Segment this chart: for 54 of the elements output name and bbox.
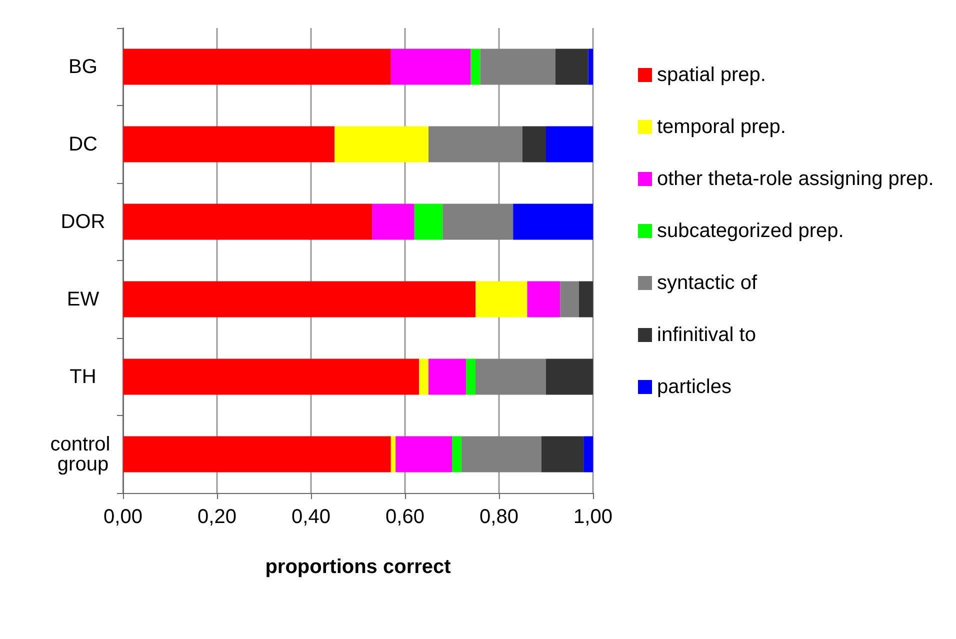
legend-label: temporal prep.	[657, 116, 786, 138]
bar	[513, 204, 593, 240]
y-tick-label: EW	[66, 288, 100, 310]
legend-label: subcategorized prep.	[657, 220, 844, 242]
bar	[470, 48, 480, 85]
bar	[334, 126, 428, 162]
bar	[123, 436, 391, 472]
bar	[123, 48, 391, 85]
bar	[396, 436, 452, 472]
bar	[461, 436, 542, 472]
y-tick-label: TH	[70, 366, 96, 388]
bar	[541, 436, 584, 472]
x-axis-title: proportions correct	[265, 556, 452, 578]
bar	[555, 48, 588, 85]
bar	[428, 358, 466, 395]
x-tick-label: 0,60	[386, 506, 424, 528]
bar	[428, 126, 522, 162]
bar	[527, 281, 560, 318]
bar	[414, 204, 443, 240]
bar	[578, 281, 593, 318]
bar	[476, 358, 546, 395]
y-tick-label: DOR	[60, 210, 106, 233]
y-tick-label: control group	[50, 433, 116, 476]
bar	[372, 204, 414, 240]
x-tick-label: 1,00	[574, 506, 612, 528]
bar	[123, 126, 334, 162]
x-tick-label: 0,00	[104, 506, 142, 528]
bar	[522, 126, 546, 162]
bar	[390, 436, 396, 472]
bar	[588, 48, 593, 85]
bar	[584, 436, 593, 472]
legend-label: other theta-role assigning prep.	[657, 168, 934, 190]
bar	[546, 358, 593, 395]
bar	[442, 204, 514, 240]
x-tick-label: 0,40	[292, 506, 330, 528]
bar	[419, 358, 428, 395]
y-tick-label: DC	[68, 133, 98, 156]
bar	[466, 358, 476, 395]
bar	[123, 204, 372, 240]
bar	[452, 436, 462, 472]
y-tick-label: BG	[68, 56, 98, 78]
bar	[480, 48, 556, 85]
legend-label: syntactic of	[657, 272, 758, 294]
bar	[123, 281, 476, 318]
bar	[390, 48, 471, 85]
x-tick-label: 0,20	[198, 506, 236, 528]
legend-label: particles	[657, 376, 732, 398]
bar	[476, 281, 528, 318]
bar	[560, 281, 579, 318]
bar	[123, 358, 420, 395]
bar	[546, 126, 593, 162]
x-tick-label: 0,80	[480, 506, 518, 528]
legend-label: infinitival to	[657, 324, 756, 346]
legend-label: spatial prep.	[657, 64, 766, 86]
